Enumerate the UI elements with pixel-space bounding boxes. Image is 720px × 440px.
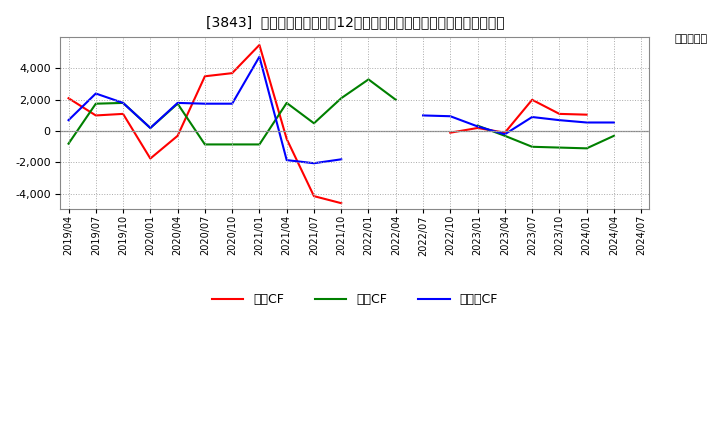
フリーCF	[64, 117, 73, 123]
投資CF	[255, 142, 264, 147]
投資CF	[310, 121, 318, 126]
フリーCF	[337, 157, 346, 162]
営業CF	[255, 42, 264, 48]
投資CF	[174, 101, 182, 106]
投資CF	[64, 141, 73, 146]
営業CF	[228, 70, 236, 76]
投資CF	[146, 125, 155, 131]
Line: 営業CF: 営業CF	[68, 45, 341, 203]
フリーCF	[228, 101, 236, 106]
営業CF	[337, 201, 346, 206]
Line: 投資CF: 投資CF	[68, 79, 396, 144]
営業CF	[174, 133, 182, 139]
営業CF	[91, 113, 100, 118]
投資CF	[91, 101, 100, 106]
営業CF	[310, 194, 318, 199]
Line: フリーCF: フリーCF	[68, 57, 341, 163]
営業CF	[146, 156, 155, 161]
投資CF	[201, 142, 210, 147]
Y-axis label: （百万円）: （百万円）	[674, 34, 707, 44]
フリーCF	[282, 158, 291, 163]
フリーCF	[310, 161, 318, 166]
営業CF	[119, 111, 127, 117]
フリーCF	[174, 100, 182, 106]
投資CF	[228, 142, 236, 147]
投資CF	[337, 95, 346, 101]
Legend: 営業CF, 投資CF, フリーCF: 営業CF, 投資CF, フリーCF	[207, 288, 503, 311]
営業CF	[282, 136, 291, 142]
営業CF	[64, 95, 73, 101]
投資CF	[364, 77, 373, 82]
フリーCF	[119, 100, 127, 106]
投資CF	[392, 97, 400, 103]
フリーCF	[146, 125, 155, 131]
フリーCF	[201, 101, 210, 106]
Title: [3843]  キャッシュフローの12か月移動合計の対前年同期増減額の推移: [3843] キャッシュフローの12か月移動合計の対前年同期増減額の推移	[205, 15, 504, 29]
投資CF	[119, 100, 127, 106]
フリーCF	[91, 91, 100, 96]
フリーCF	[255, 54, 264, 59]
営業CF	[201, 73, 210, 79]
投資CF	[282, 100, 291, 106]
